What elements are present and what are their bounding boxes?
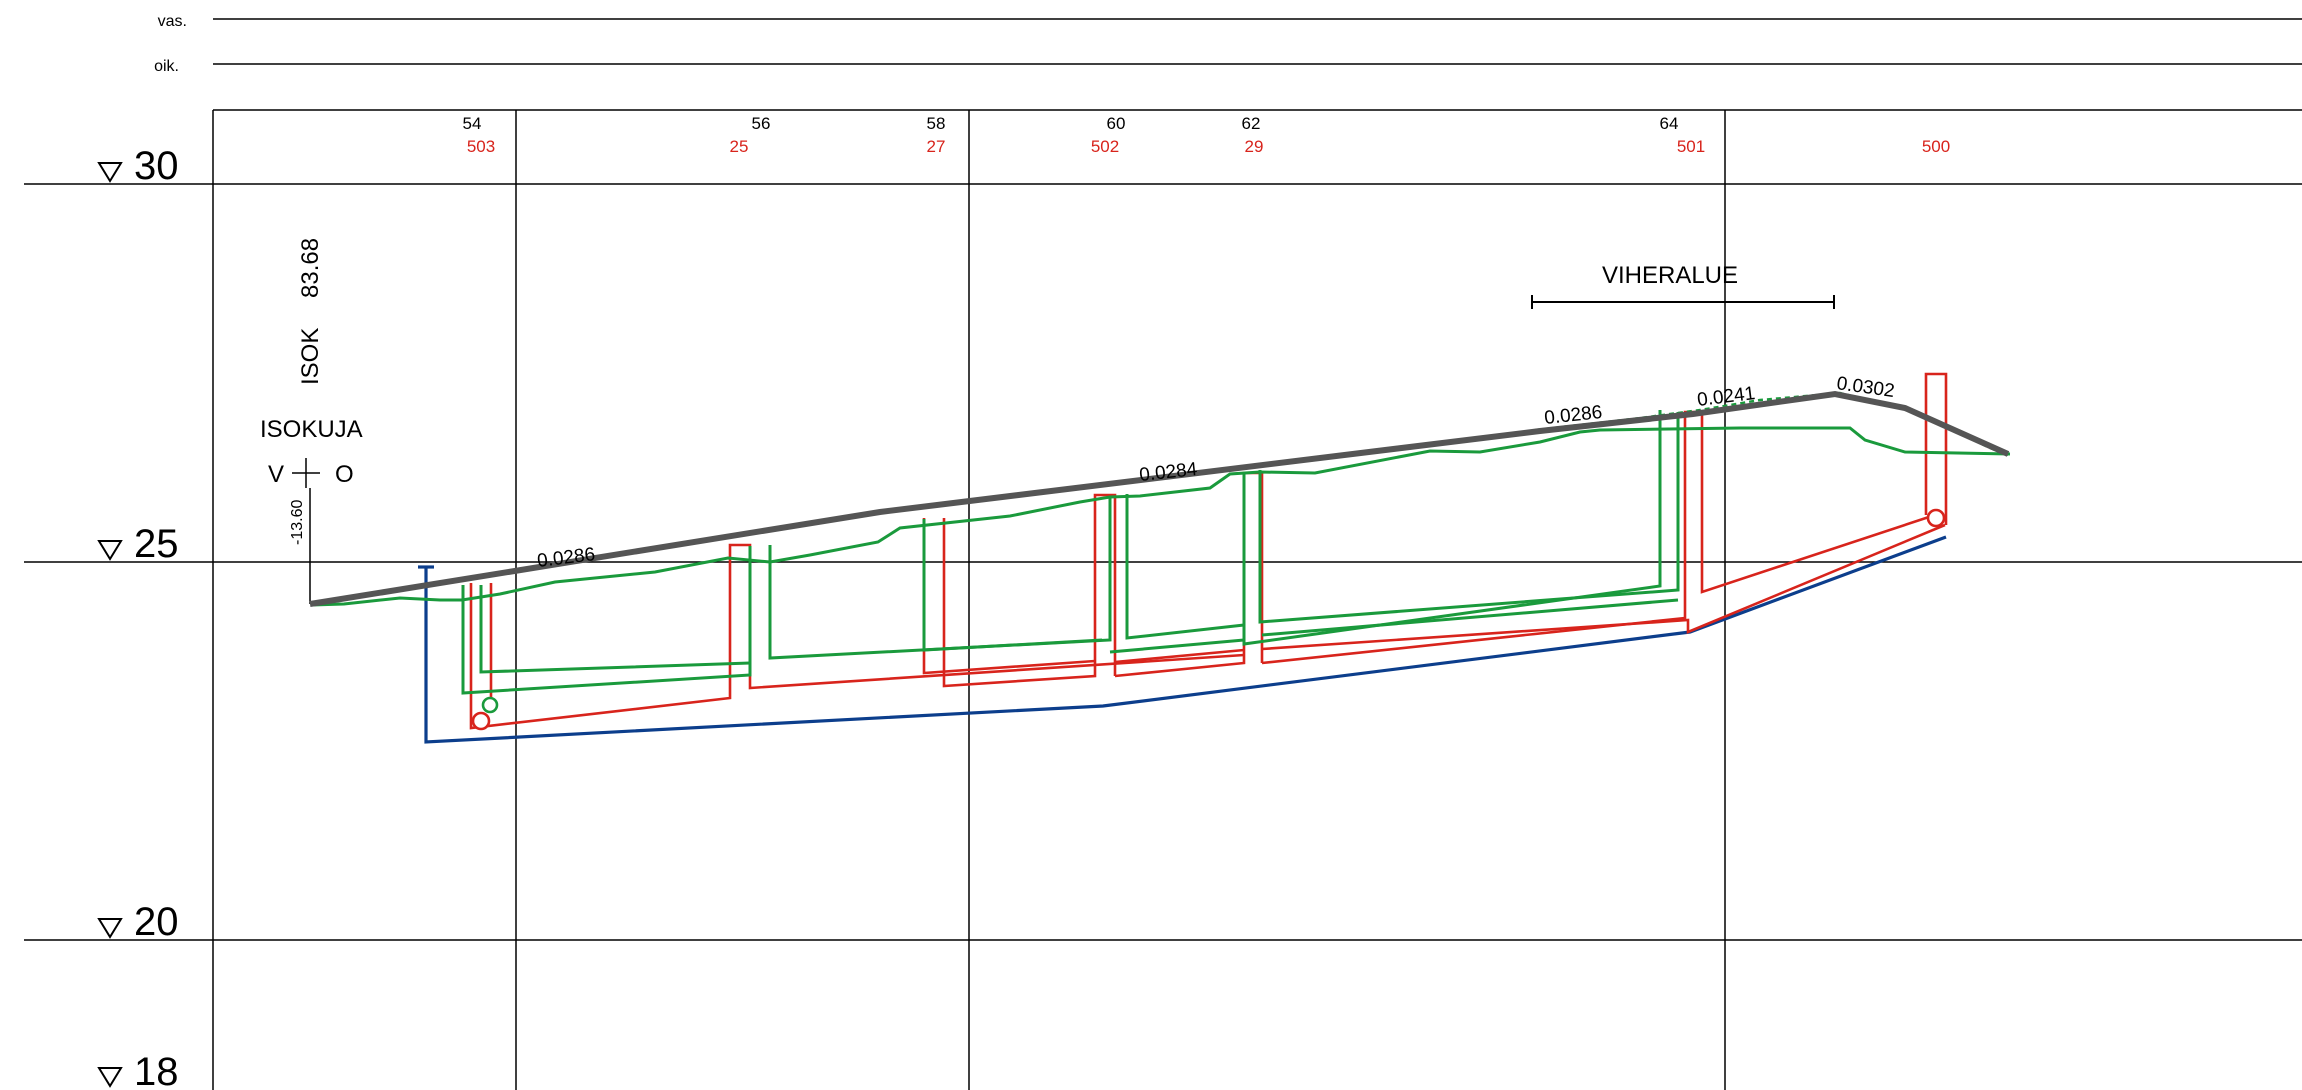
street-code: ISOK — [297, 328, 324, 385]
level-triangle-icon — [97, 162, 123, 183]
waste-well-circle — [481, 696, 499, 714]
station-label: 64 — [1660, 114, 1679, 133]
waste-sewer — [461, 410, 1680, 714]
row-label-left: vas. — [158, 13, 187, 30]
zone-label: VIHERALUE — [1602, 262, 1738, 289]
street-chainage: 83.68 — [297, 238, 324, 298]
level-label: 30 — [134, 144, 179, 188]
water-main-line — [424, 535, 1947, 744]
well-label: 500 — [1922, 137, 1950, 156]
street-side-right: O — [335, 461, 354, 488]
level-marker-30: 30 — [97, 144, 179, 188]
street-side-left: V — [268, 461, 284, 488]
well-label: 502 — [1091, 137, 1119, 156]
level-label: 25 — [134, 522, 179, 566]
storm-well-circle — [1926, 508, 1946, 528]
level-triangle-icon — [97, 540, 123, 561]
level-marker-25: 25 — [97, 522, 179, 566]
level-label: 20 — [134, 900, 179, 944]
street-name: ISOKUJA — [260, 416, 363, 443]
well-label: 501 — [1677, 137, 1705, 156]
grade-label: 0.0284 — [1138, 459, 1198, 486]
level-marker-20: 20 — [97, 900, 179, 944]
existing-ground-line — [311, 426, 2011, 607]
row-label-right: oik. — [154, 58, 179, 75]
well-label: 503 — [467, 137, 495, 156]
grade-label: 0.0286 — [536, 544, 596, 572]
level-triangle-icon — [97, 1067, 123, 1088]
level-triangle-icon — [97, 918, 123, 939]
level-marker-18: 18 — [97, 1050, 179, 1090]
storm-well-circle — [471, 711, 491, 731]
street-offset: -13.60 — [289, 500, 306, 545]
station-label: 56 — [752, 114, 771, 133]
level-label: 18 — [134, 1050, 179, 1090]
station-label: 62 — [1242, 114, 1261, 133]
station-label: 58 — [927, 114, 946, 133]
well-label: 27 — [927, 137, 946, 156]
design-surface-line — [309, 390, 2010, 607]
station-label: 60 — [1107, 114, 1126, 133]
well-label: 25 — [730, 137, 749, 156]
station-label: 54 — [463, 114, 482, 133]
well-label: 29 — [1245, 137, 1264, 156]
zone-extent — [1531, 295, 1835, 309]
